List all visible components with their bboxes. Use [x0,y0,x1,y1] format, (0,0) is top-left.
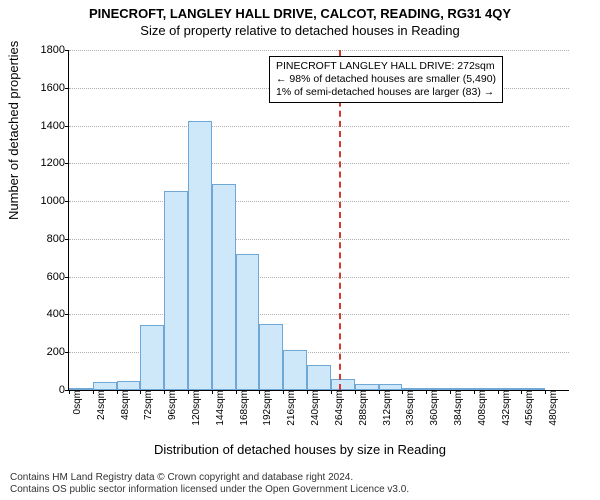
annotation-line: 1% of semi-detached houses are larger (8… [276,86,496,99]
grid-line [69,201,569,202]
x-tick-label: 144sqm [215,390,226,426]
histogram-bar [188,121,212,390]
chart-container: PINECROFT, LANGLEY HALL DRIVE, CALCOT, R… [0,0,600,500]
footer-line: Contains OS public sector information li… [10,484,409,496]
x-tick-label: 336sqm [405,390,416,426]
x-tick-label: 120sqm [191,390,202,426]
y-tick-label: 1600 [41,82,69,94]
histogram-bar [307,365,331,390]
grid-line [69,277,569,278]
x-tick-label: 216sqm [286,390,297,426]
y-tick-label: 400 [47,308,69,320]
y-tick-label: 1400 [41,120,69,132]
x-axis-label: Distribution of detached houses by size … [0,442,600,457]
x-tick-label: 456sqm [524,390,535,426]
x-tick-label: 408sqm [477,390,488,426]
y-tick-label: 0 [59,384,69,396]
histogram-bar [140,325,164,390]
x-tick-label: 240sqm [310,390,321,426]
x-tick-label: 96sqm [167,390,178,420]
histogram-bar [93,382,117,391]
y-tick-label: 1200 [41,157,69,169]
grid-line [69,163,569,164]
y-tick-label: 1800 [41,44,69,56]
footer-text: Contains HM Land Registry data © Crown c… [10,472,409,496]
grid-line [69,314,569,315]
histogram-bar [259,324,283,390]
histogram-bar [236,254,260,390]
x-tick-label: 288sqm [358,390,369,426]
y-tick-label: 600 [47,271,69,283]
x-tick-label: 264sqm [334,390,345,426]
x-tick-label: 432sqm [501,390,512,426]
y-tick-label: 800 [47,233,69,245]
x-tick-label: 168sqm [239,390,250,426]
x-tick-label: 48sqm [120,390,131,420]
annotation-box: PINECROFT LANGLEY HALL DRIVE: 272sqm ← 9… [269,56,503,103]
x-tick-label: 72sqm [143,390,154,420]
grid-line [69,50,569,51]
x-tick-label: 360sqm [429,390,440,426]
y-axis-label: Number of detached properties [6,41,21,220]
plot-area: PINECROFT LANGLEY HALL DRIVE: 272sqm ← 9… [68,50,569,391]
histogram-bar [212,184,236,390]
chart-subtitle: Size of property relative to detached ho… [0,21,600,42]
histogram-bar [331,379,355,390]
histogram-bar [117,381,141,390]
x-tick-label: 384sqm [453,390,464,426]
x-tick-label: 192sqm [262,390,273,426]
grid-line [69,239,569,240]
histogram-bar [164,191,188,390]
x-tick-label: 0sqm [72,390,83,414]
x-tick-label: 312sqm [382,390,393,426]
x-tick-label: 480sqm [548,390,559,426]
x-tick-label: 24sqm [96,390,107,420]
footer-line: Contains HM Land Registry data © Crown c… [10,472,409,484]
histogram-bar [283,350,307,390]
annotation-line: ← 98% of detached houses are smaller (5,… [276,73,496,86]
grid-line [69,126,569,127]
y-tick-label: 200 [47,346,69,358]
annotation-line: PINECROFT LANGLEY HALL DRIVE: 272sqm [276,60,496,73]
chart-title: PINECROFT, LANGLEY HALL DRIVE, CALCOT, R… [0,0,600,21]
y-tick-label: 1000 [41,195,69,207]
